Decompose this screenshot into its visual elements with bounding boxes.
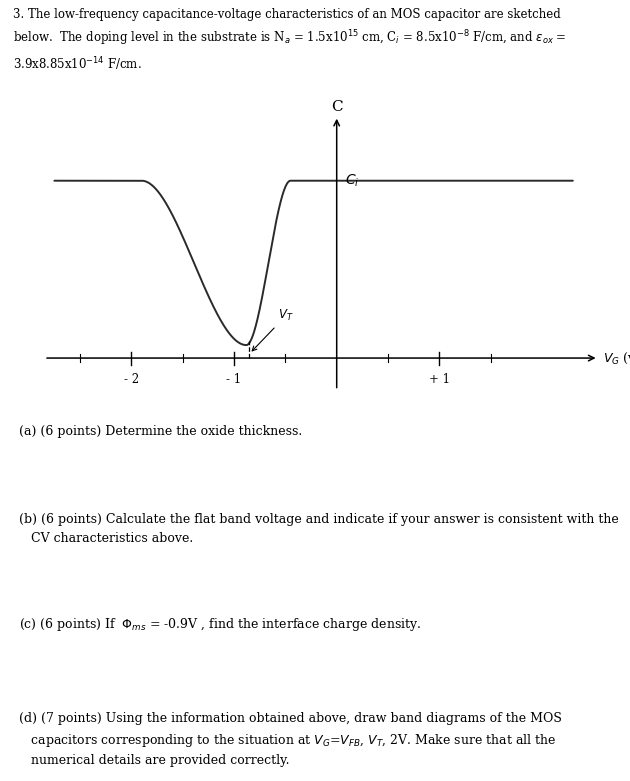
Text: $V_T$: $V_T$ <box>252 308 294 351</box>
Text: + 1: + 1 <box>429 373 450 386</box>
Text: (a) (6 points) Determine the oxide thickness.: (a) (6 points) Determine the oxide thick… <box>19 425 302 438</box>
Text: $V_G$ (volt): $V_G$ (volt) <box>603 351 630 366</box>
Text: (c) (6 points) If  $\Phi_{ms}$ = -0.9V , find the interface charge density.: (c) (6 points) If $\Phi_{ms}$ = -0.9V , … <box>19 616 421 633</box>
Text: - 1: - 1 <box>226 373 241 386</box>
Text: 3. The low-frequency capacitance-voltage characteristics of an MOS capacitor are: 3. The low-frequency capacitance-voltage… <box>13 8 566 73</box>
Text: $C_i$: $C_i$ <box>345 173 359 189</box>
Text: (d) (7 points) Using the information obtained above, draw band diagrams of the M: (d) (7 points) Using the information obt… <box>19 712 562 767</box>
Text: - 2: - 2 <box>124 373 139 386</box>
Text: C: C <box>331 100 343 114</box>
Text: (b) (6 points) Calculate the flat band voltage and indicate if your answer is co: (b) (6 points) Calculate the flat band v… <box>19 513 619 544</box>
